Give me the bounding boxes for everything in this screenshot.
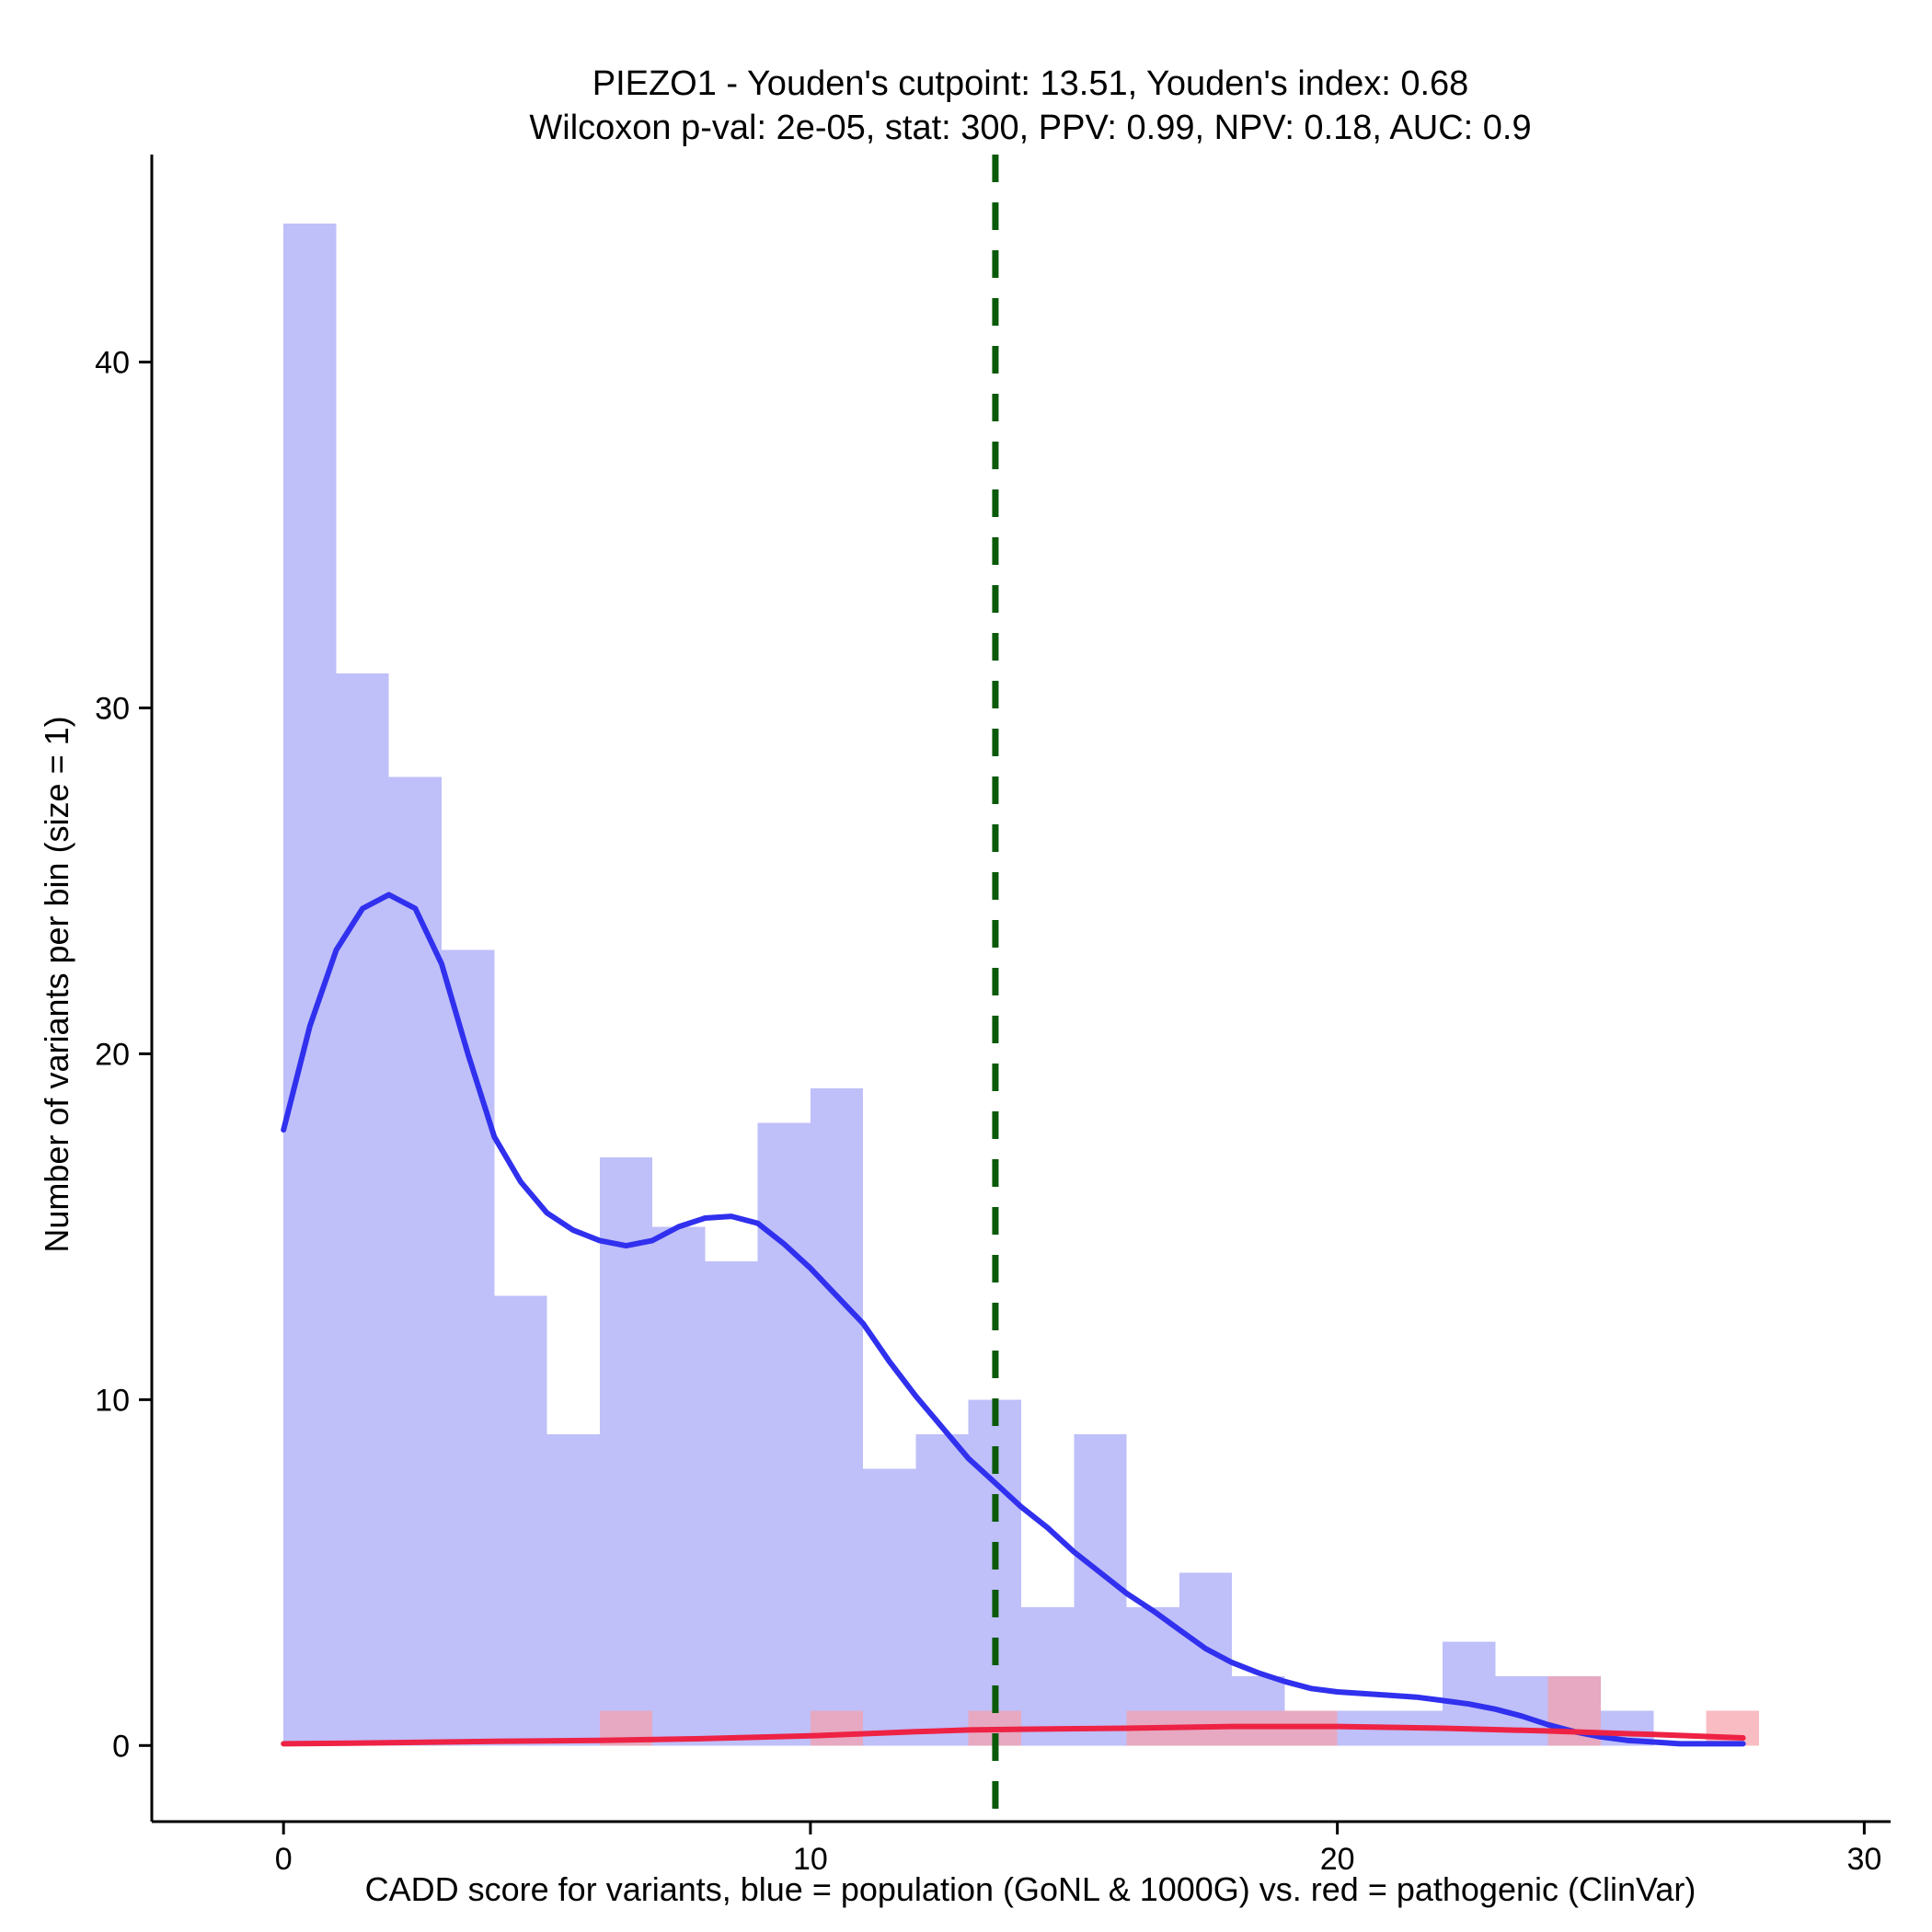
y-tick-label: 30 <box>95 691 130 726</box>
chart-title: PIEZO1 - Youden's cutpoint: 13.51, Youde… <box>592 64 1469 103</box>
population-bar <box>863 1468 916 1746</box>
population-density-line <box>281 891 1746 1747</box>
population-bar <box>546 1433 600 1746</box>
axes <box>150 155 1891 1823</box>
y-axis-label: Number of variants per bin (size = 1) <box>38 716 75 1252</box>
population-bar <box>388 776 442 1746</box>
population-bar <box>1021 1606 1075 1746</box>
population-bar <box>705 1260 758 1746</box>
population-bar <box>915 1433 969 1746</box>
y-tick-label: 40 <box>95 346 130 381</box>
density-curves <box>281 891 1746 1747</box>
x-tick-label: 0 <box>275 1842 293 1877</box>
pathogenic-density-line <box>281 1723 1746 1747</box>
x-axis-label: CADD score for variants, blue = populati… <box>365 1870 1696 1908</box>
x-tick-label: 10 <box>793 1842 828 1877</box>
population-bar <box>810 1088 864 1746</box>
population-bar <box>283 224 337 1746</box>
population-bar <box>652 1226 706 1746</box>
x-axis-ticks: 0 10 20 30 <box>275 1822 1881 1877</box>
x-tick-label: 30 <box>1846 1842 1881 1877</box>
population-bar <box>336 673 389 1746</box>
chart-subtitle: Wilcoxon p-val: 2e-05, stat: 300, PPV: 0… <box>529 109 1531 147</box>
population-bar <box>599 1157 653 1746</box>
population-bar <box>757 1122 811 1746</box>
population-bar <box>442 949 495 1746</box>
y-tick-label: 0 <box>112 1729 130 1764</box>
x-tick-label: 20 <box>1320 1842 1355 1877</box>
y-tick-label: 20 <box>95 1037 130 1072</box>
y-tick-label: 10 <box>95 1383 130 1418</box>
population-histogram <box>283 224 1654 1746</box>
pathogenic-bar <box>810 1710 864 1746</box>
y-axis-ticks: 0 10 20 30 40 <box>95 346 152 1764</box>
pathogenic-bar <box>1706 1710 1759 1746</box>
population-bar <box>494 1295 547 1746</box>
